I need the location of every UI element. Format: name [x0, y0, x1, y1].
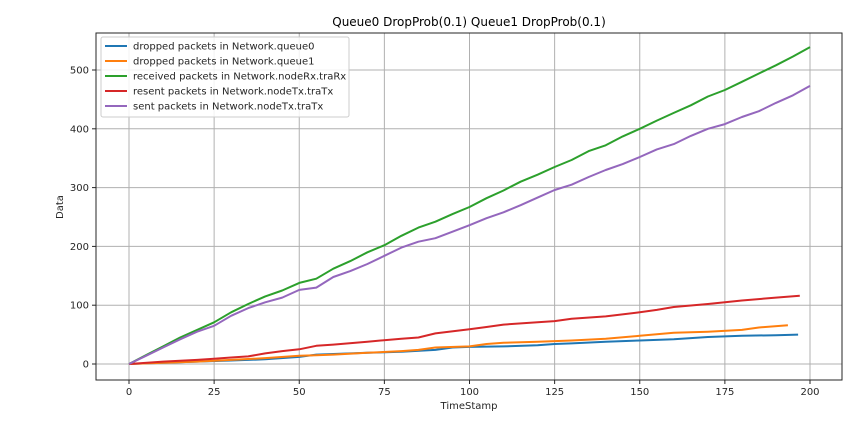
chart-title: Queue0 DropProb(0.1) Queue1 DropProb(0.1…	[332, 15, 606, 29]
grid-lines	[96, 33, 842, 380]
x-tick-label: 75	[378, 387, 391, 398]
y-tick-label: 200	[70, 242, 89, 253]
y-axis-ticks: 0 100 200 300 400 500	[70, 66, 96, 371]
series-line-1	[128, 324, 788, 365]
x-axis-label: TimeStamp	[440, 401, 498, 412]
x-tick-label: 175	[715, 387, 734, 398]
legend-label: received packets in Network.nodeRx.traRx	[133, 72, 346, 83]
x-tick-label: 100	[460, 387, 479, 398]
series-line-4	[128, 85, 811, 365]
series-line-3	[128, 294, 800, 365]
x-tick-label: 25	[208, 387, 221, 398]
x-tick-label: 50	[293, 387, 306, 398]
y-tick-label: 100	[70, 301, 89, 312]
y-tick-label: 300	[70, 183, 89, 194]
legend-label: dropped packets in Network.queue1	[133, 57, 315, 68]
y-tick-label: 400	[70, 124, 89, 135]
x-tick-label: 125	[545, 387, 564, 398]
series-line-2	[128, 46, 811, 365]
x-tick-label: 150	[630, 387, 649, 398]
legend-label: dropped packets in Network.queue0	[133, 42, 315, 53]
legend-box	[100, 36, 350, 118]
x-tick-label: 200	[800, 387, 819, 398]
x-tick-label: 0	[126, 387, 132, 398]
legend: dropped packets in Network.queue0 dropped…	[100, 36, 350, 118]
legend-label: resent packets in Network.nodeTx.traTx	[133, 87, 333, 98]
y-axis-label: Data	[55, 195, 66, 219]
x-axis-ticks: 0 25 50 75 100 125 150 175 200	[126, 380, 820, 398]
y-tick-label: 0	[83, 360, 89, 371]
data-series	[128, 46, 811, 365]
y-tick-label: 500	[70, 66, 89, 77]
legend-label: sent packets in Network.nodeTx.traTx	[133, 102, 323, 113]
